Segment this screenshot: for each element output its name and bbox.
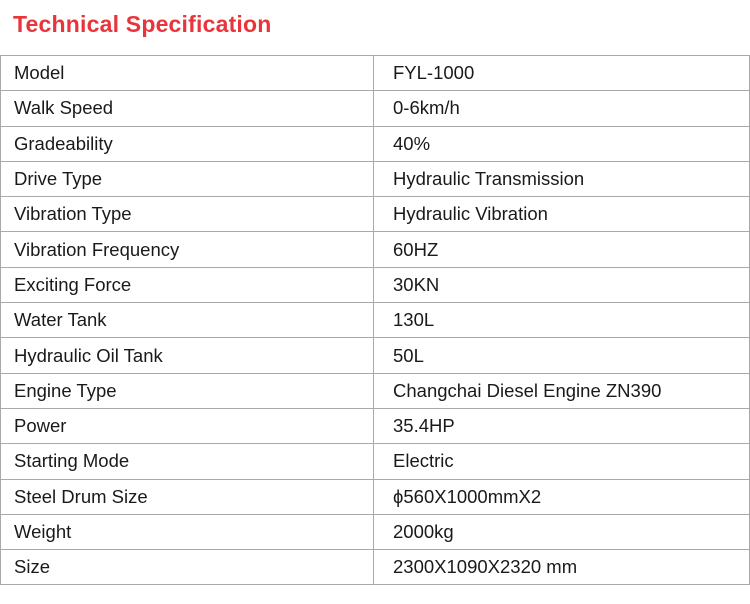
spec-value: ϕ560X1000mmX2 <box>373 478 750 515</box>
spec-table: Model FYL-1000 Walk Speed 0-6km/h Gradeabili… <box>0 54 750 586</box>
spec-value: 130L <box>373 302 750 339</box>
table-row: Drive Type Hydraulic Transmission <box>0 160 750 198</box>
spec-label: Model <box>0 54 374 92</box>
spec-label: Power <box>0 407 374 445</box>
table-row: Gradeability 40% <box>0 125 750 162</box>
table-row: Vibration Type Hydraulic Vibration <box>0 196 750 233</box>
spec-value: 50L <box>373 337 750 374</box>
spec-label: Drive Type <box>0 160 374 198</box>
table-row: Steel Drum Size ϕ560X1000mmX2 <box>0 478 750 515</box>
spec-value: Changchai Diesel Engine ZN390 <box>373 372 750 409</box>
spec-label: Exciting Force <box>0 266 374 304</box>
table-row: Model FYL-1000 <box>0 54 750 92</box>
spec-value: FYL-1000 <box>373 54 750 92</box>
spec-label: Gradeability <box>0 125 374 162</box>
spec-label: Walk Speed <box>0 90 374 127</box>
spec-value: Electric <box>373 443 750 480</box>
table-row: Engine Type Changchai Diesel Engine ZN390 <box>0 372 750 409</box>
spec-label: Weight <box>0 513 374 551</box>
spec-value: 2300X1090X2320 mm <box>373 549 750 586</box>
spec-label: Water Tank <box>0 302 374 339</box>
table-row: Starting Mode Electric <box>0 443 750 480</box>
spec-value: 0-6km/h <box>373 90 750 127</box>
spec-label: Vibration Frequency <box>0 231 374 268</box>
spec-value: Hydraulic Transmission <box>373 160 750 198</box>
spec-label: Engine Type <box>0 372 374 409</box>
table-row: Walk Speed 0-6km/h <box>0 90 750 127</box>
spec-value: 40% <box>373 125 750 162</box>
spec-label: Steel Drum Size <box>0 478 374 515</box>
spec-value: 35.4HP <box>373 407 750 445</box>
table-row: Exciting Force 30KN <box>0 266 750 304</box>
spec-value: Hydraulic Vibration <box>373 196 750 233</box>
spec-value: 30KN <box>373 266 750 304</box>
spec-label: Hydraulic Oil Tank <box>0 337 374 374</box>
table-row: Water Tank 130L <box>0 302 750 339</box>
table-row: Power 35.4HP <box>0 407 750 445</box>
spec-value: 60HZ <box>373 231 750 268</box>
table-row: Size 2300X1090X2320 mm <box>0 549 750 586</box>
spec-value: 2000kg <box>373 513 750 551</box>
spec-label: Vibration Type <box>0 196 374 233</box>
spec-label: Starting Mode <box>0 443 374 480</box>
table-row: Weight 2000kg <box>0 513 750 551</box>
table-row: Vibration Frequency 60HZ <box>0 231 750 268</box>
table-row: Hydraulic Oil Tank 50L <box>0 337 750 374</box>
page-title: Technical Specification <box>13 11 272 37</box>
spec-label: Size <box>0 549 374 586</box>
